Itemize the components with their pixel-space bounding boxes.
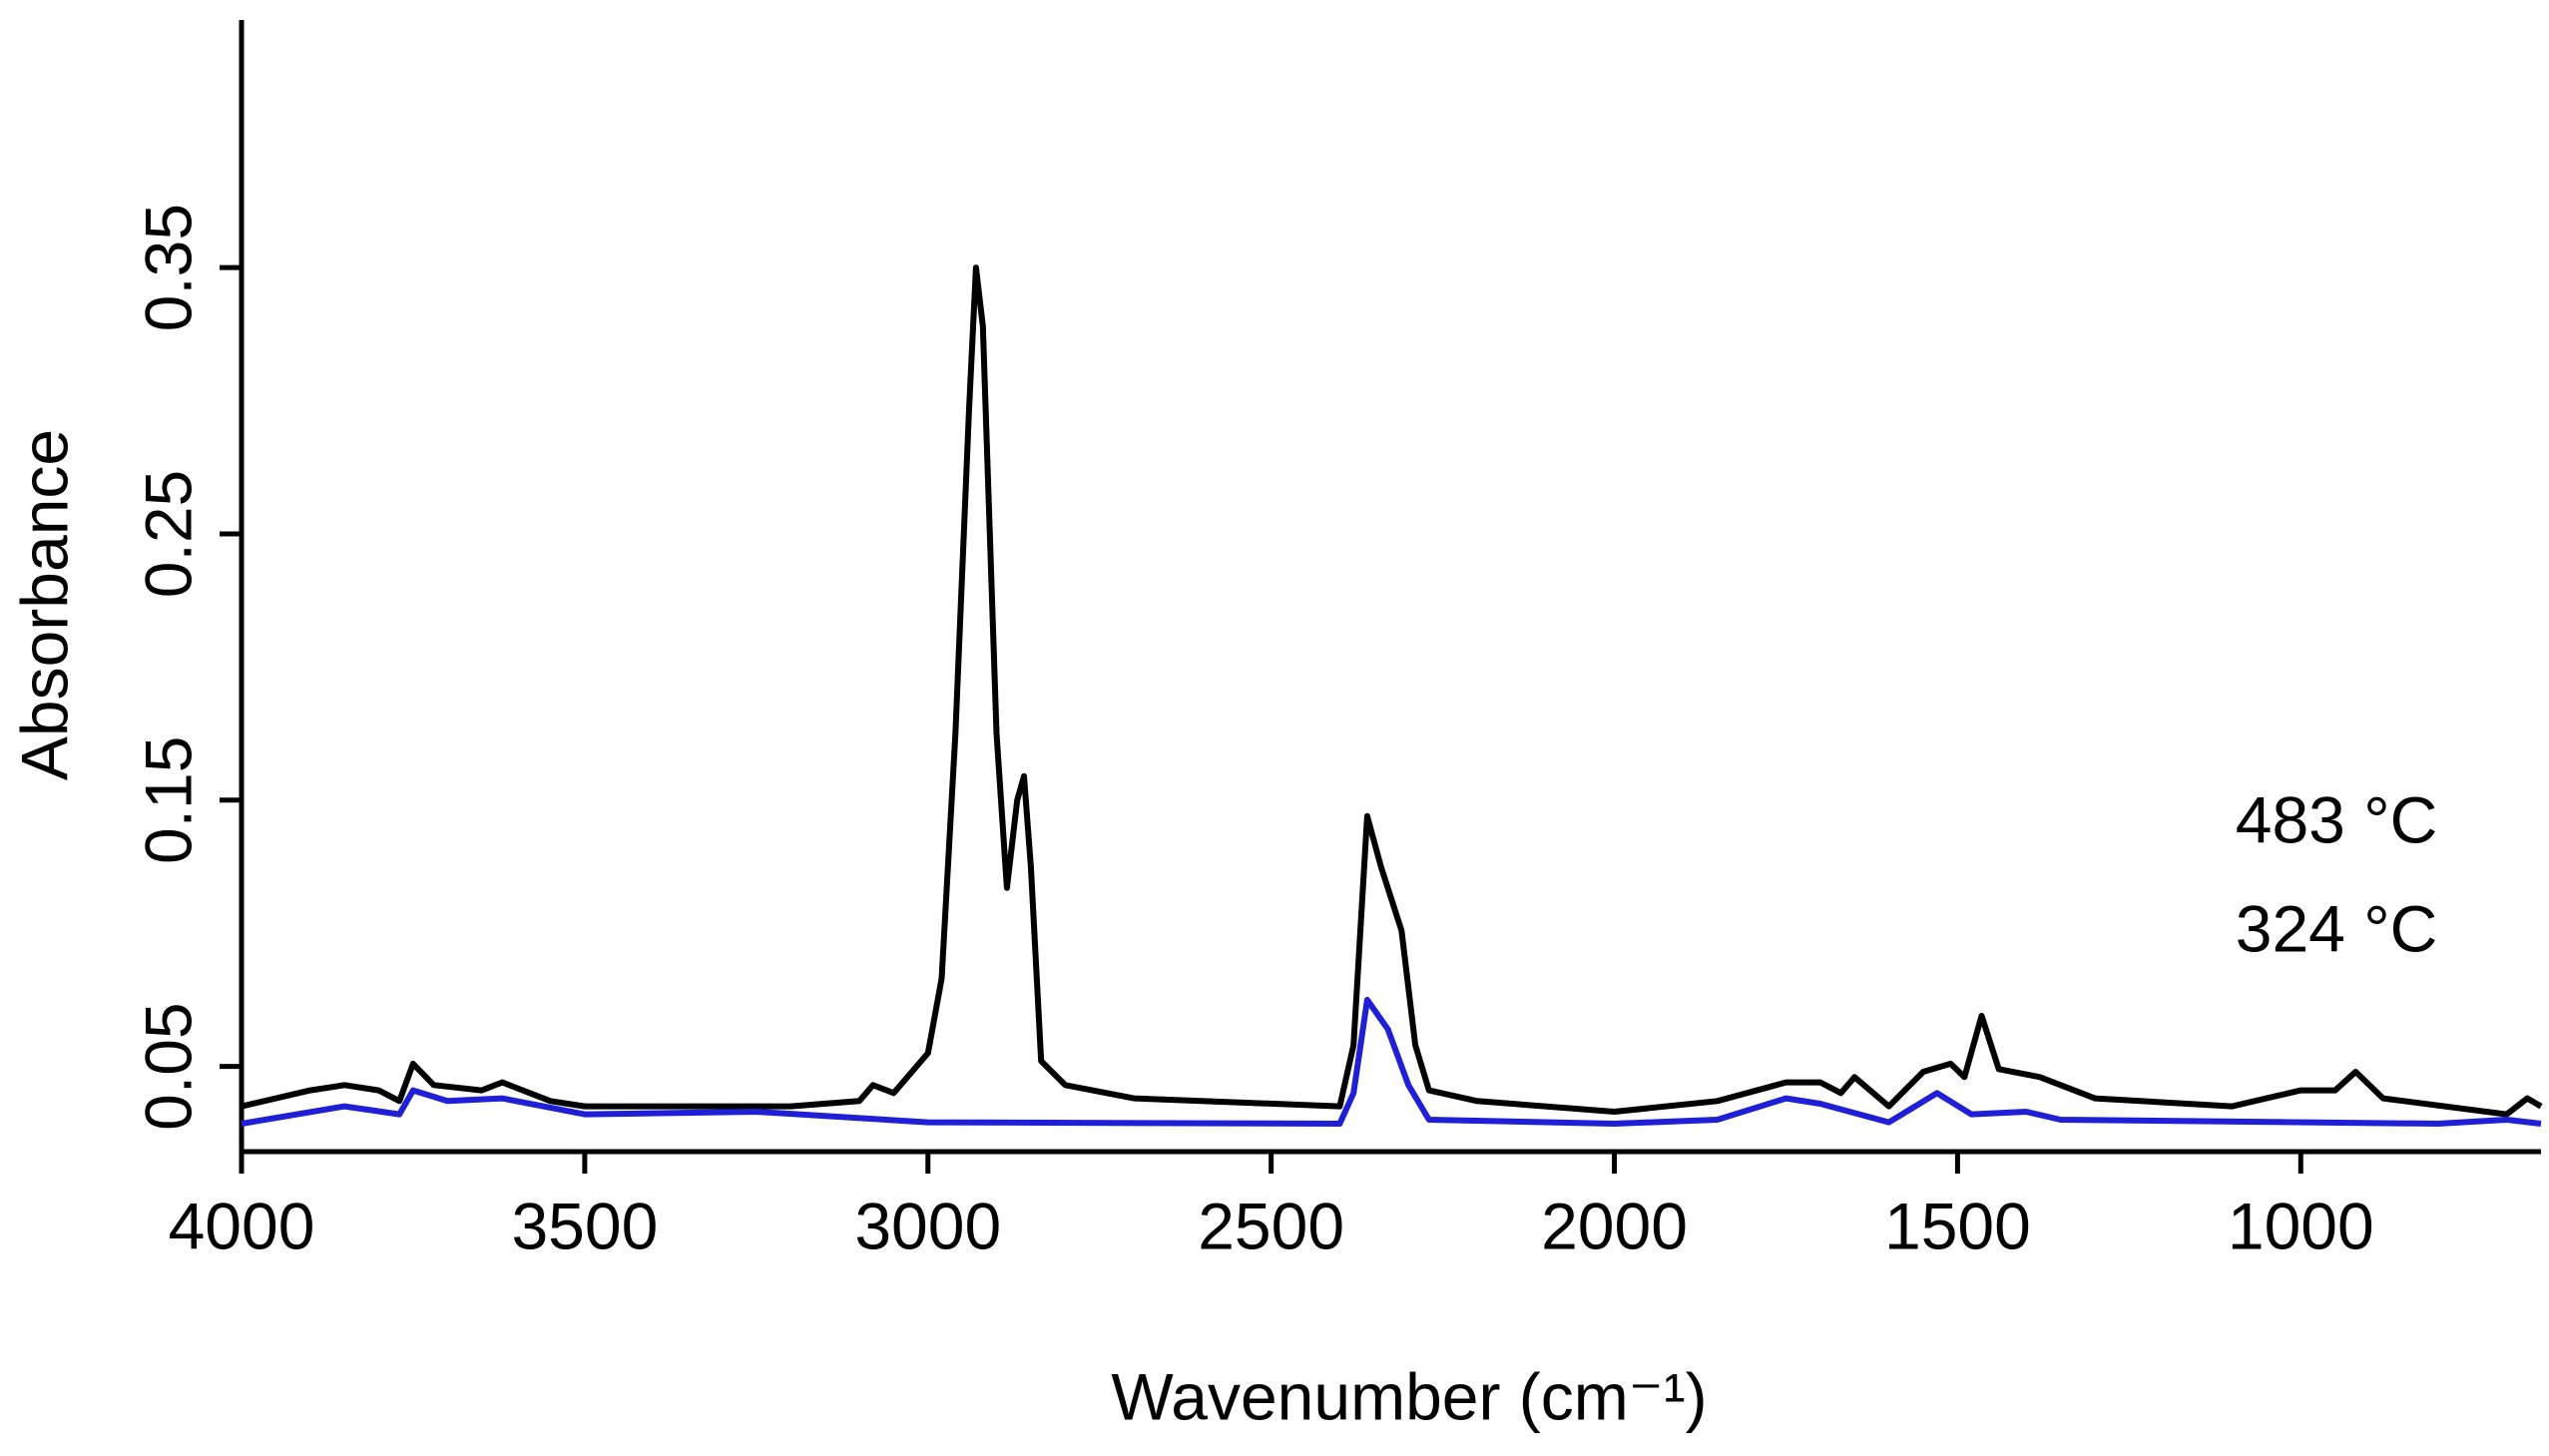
x-tick-label: 3500 [511, 1189, 658, 1262]
y-tick-label: 0.35 [131, 204, 205, 331]
data-line [241, 996, 2542, 1127]
x-tick-label: 3000 [854, 1189, 1001, 1262]
y-tick-label: 0.15 [131, 736, 205, 864]
legend-label: 324 °C [2236, 891, 2438, 965]
y-tick-label: 0.05 [131, 1002, 205, 1130]
x-tick-label: 4000 [169, 1189, 315, 1262]
legend-label: 483 °C [2236, 782, 2438, 856]
y-tick-label: 0.25 [131, 470, 205, 598]
data-line [241, 264, 2543, 1118]
x-tick-label: 1500 [1884, 1189, 2031, 1262]
x-tick-label: 2500 [1198, 1189, 1344, 1262]
x-tick-label: 1000 [2228, 1189, 2374, 1262]
x-axis-label: Wavenumber (cm⁻¹) [1111, 1359, 1707, 1433]
x-tick-label: 2000 [1541, 1189, 1688, 1262]
y-axis-label: Absorbance [7, 429, 81, 780]
